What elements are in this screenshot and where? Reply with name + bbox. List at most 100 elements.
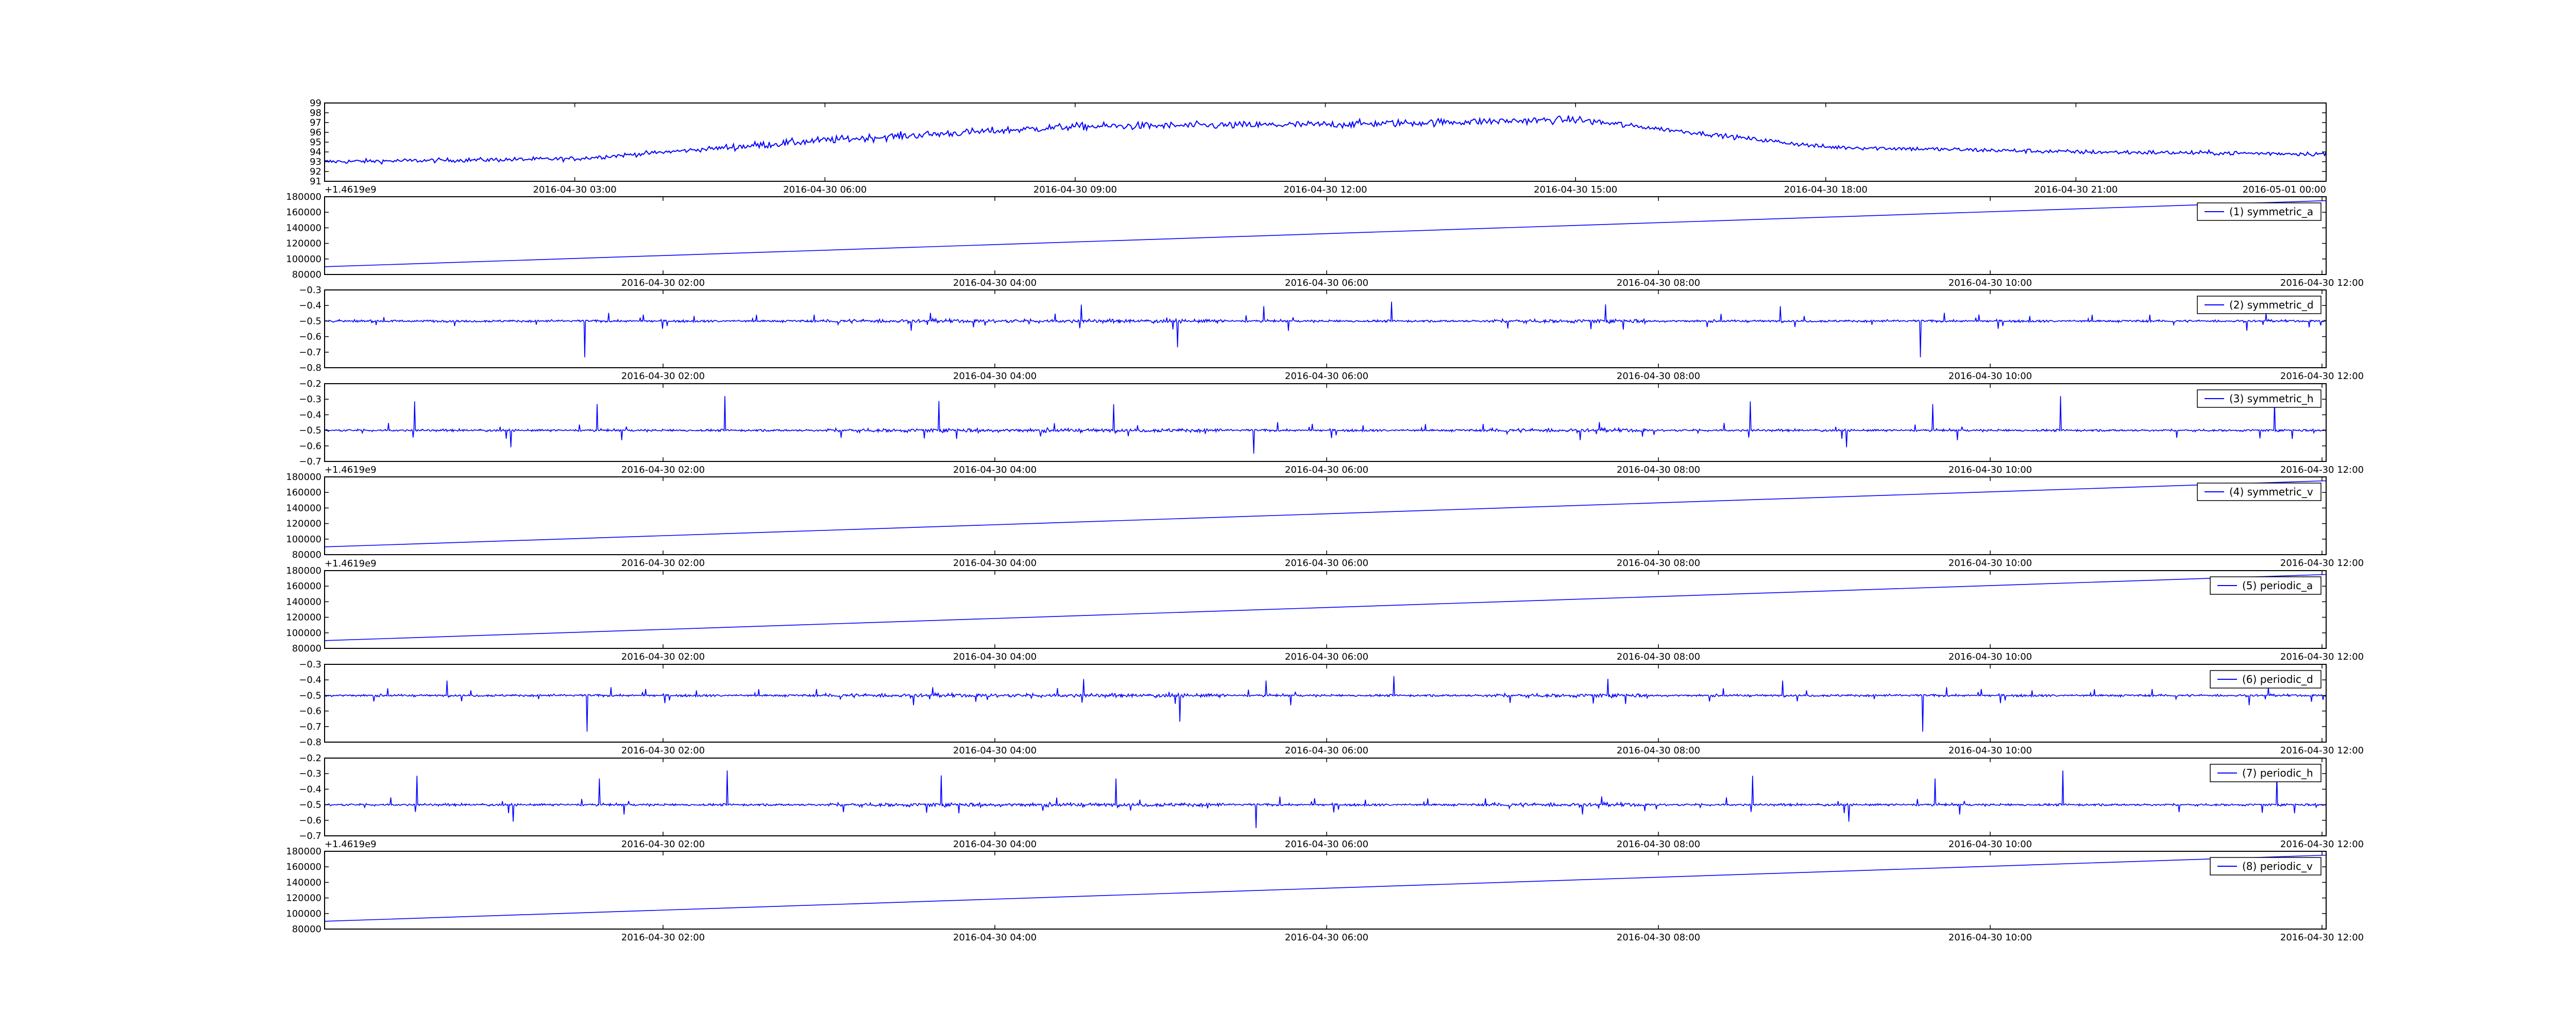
y-tick-label: 180000 xyxy=(286,192,321,202)
x-tick-label: 2016-04-30 12:00 xyxy=(2280,465,2364,475)
x-tick-label: 2016-04-30 06:00 xyxy=(1285,278,1368,288)
x-tick-label: 2016-04-30 12:00 xyxy=(2280,651,2364,662)
x-tick-label: 2016-04-30 09:00 xyxy=(1033,184,1117,195)
y-tick-label: −0.6 xyxy=(299,815,321,826)
series-line-4 xyxy=(324,396,2327,454)
y-tick-label: 120000 xyxy=(286,612,321,623)
x-tick-label: 2016-04-30 06:00 xyxy=(1285,558,1368,569)
x-tick-label: 2016-04-30 02:00 xyxy=(621,371,705,382)
series-line-1 xyxy=(324,115,2327,165)
y-tick-label: 91 xyxy=(310,176,321,187)
y-tick-label: 100000 xyxy=(286,628,321,639)
y-tick-label: 160000 xyxy=(286,207,321,218)
y-tick-label: −0.4 xyxy=(299,300,321,311)
y-tick-label: 120000 xyxy=(286,519,321,529)
y-tick-label: −0.3 xyxy=(299,394,321,405)
axes-frame xyxy=(324,289,2327,368)
x-tick-label: 2016-04-30 06:00 xyxy=(1285,371,1368,382)
x-tick-label: 2016-04-30 02:00 xyxy=(621,932,705,943)
offset-label: +1.4619e9 xyxy=(325,558,377,569)
series-line-3 xyxy=(324,301,2327,357)
x-tick-label: 2016-04-30 04:00 xyxy=(953,465,1037,475)
y-tick-label: −0.8 xyxy=(299,363,321,373)
offset-label: +1.4619e9 xyxy=(325,465,377,475)
y-tick-label: −0.7 xyxy=(299,722,321,732)
x-tick-label: 2016-04-30 06:00 xyxy=(1285,745,1368,756)
x-tick-label: 2016-04-30 06:00 xyxy=(1285,465,1368,475)
y-tick-label: 95 xyxy=(310,137,321,148)
x-tick-label: 2016-04-30 04:00 xyxy=(953,558,1037,569)
y-tick-label: −0.5 xyxy=(299,800,321,811)
offset-label: +1.4619e9 xyxy=(325,184,377,195)
legend-label: (6) periodic_d xyxy=(2242,673,2313,685)
x-tick-label: 2016-05-01 00:00 xyxy=(2243,184,2326,195)
x-tick-label: 2016-04-30 15:00 xyxy=(1534,184,1617,195)
series-line-8 xyxy=(324,770,2327,828)
y-tick-label: 93 xyxy=(310,157,321,167)
x-tick-label: 2016-04-30 02:00 xyxy=(621,278,705,288)
x-tick-label: 2016-04-30 02:00 xyxy=(621,558,705,569)
x-tick-label: 2016-04-30 08:00 xyxy=(1617,465,1700,475)
series-line-6 xyxy=(324,574,2327,641)
x-tick-label: 2016-04-30 08:00 xyxy=(1617,278,1700,288)
y-tick-label: −0.7 xyxy=(299,831,321,842)
x-tick-label: 2016-04-30 10:00 xyxy=(1948,465,2032,475)
x-tick-label: 2016-04-30 04:00 xyxy=(953,371,1037,382)
x-tick-label: 2016-04-30 12:00 xyxy=(1283,184,1367,195)
x-tick-label: 2016-04-30 04:00 xyxy=(953,278,1037,288)
y-tick-label: 92 xyxy=(310,166,321,177)
x-tick-label: 2016-04-30 06:00 xyxy=(1285,651,1368,662)
y-tick-label: −0.3 xyxy=(299,768,321,779)
axes-frame xyxy=(324,758,2327,836)
y-tick-label: 80000 xyxy=(292,550,321,560)
series-line-2 xyxy=(324,200,2327,267)
y-tick-label: −0.8 xyxy=(299,737,321,748)
x-tick-label: 2016-04-30 18:00 xyxy=(1784,184,1868,195)
y-tick-label: 98 xyxy=(310,108,321,118)
y-tick-label: 120000 xyxy=(286,238,321,249)
x-tick-label: 2016-04-30 10:00 xyxy=(1948,651,2032,662)
y-tick-label: 180000 xyxy=(286,472,321,483)
y-tick-label: 120000 xyxy=(286,893,321,904)
y-tick-label: −0.2 xyxy=(299,753,321,764)
legend-label: (2) symmetric_d xyxy=(2229,299,2314,311)
x-tick-label: 2016-04-30 10:00 xyxy=(1948,371,2032,382)
panel-8: −0.7 −0.6 −0.5 −0.4 −0.3 −0.2 2016-04-30 02:00… xyxy=(299,753,2364,850)
x-tick-label: 2016-04-30 12:00 xyxy=(2280,839,2364,850)
axes-frame xyxy=(324,851,2327,930)
offset-label: +1.4619e9 xyxy=(325,839,377,850)
x-tick-label: 2016-04-30 10:00 xyxy=(1948,932,2032,943)
panel-4: −0.7 −0.6 −0.5 −0.4 −0.3 −0.2 2016-04-30 02:00… xyxy=(299,379,2364,475)
x-tick-label: 2016-04-30 12:00 xyxy=(2280,558,2364,569)
x-tick-label: 2016-04-30 02:00 xyxy=(621,651,705,662)
x-tick-label: 2016-04-30 10:00 xyxy=(1948,558,2032,569)
y-tick-label: −0.4 xyxy=(299,784,321,795)
x-tick-label: 2016-04-30 06:00 xyxy=(783,184,867,195)
panel-6: 80000 100000 120000 140000 160000 180000 2016-… xyxy=(286,558,2364,662)
legend-box xyxy=(2210,764,2321,782)
y-tick-label: −0.6 xyxy=(299,706,321,717)
y-tick-label: −0.5 xyxy=(299,690,321,701)
x-tick-label: 2016-04-30 08:00 xyxy=(1617,558,1700,569)
y-tick-label: −0.7 xyxy=(299,456,321,467)
panel-7: −0.8 −0.7 −0.6 −0.5 −0.4 −0.3 2016-04-30 02:00… xyxy=(299,659,2364,756)
y-tick-label: 80000 xyxy=(292,924,321,935)
y-tick-label: 140000 xyxy=(286,596,321,607)
y-tick-label: −0.7 xyxy=(299,347,321,358)
x-tick-label: 2016-04-30 04:00 xyxy=(953,932,1037,943)
x-tick-label: 2016-04-30 08:00 xyxy=(1617,371,1700,382)
x-tick-label: 2016-04-30 02:00 xyxy=(621,745,705,756)
y-tick-label: 160000 xyxy=(286,487,321,498)
y-tick-label: −0.4 xyxy=(299,675,321,685)
legend-label: (1) symmetric_a xyxy=(2229,205,2313,218)
y-tick-label: −0.6 xyxy=(299,441,321,452)
axes-frame xyxy=(324,476,2327,555)
y-tick-label: 160000 xyxy=(286,862,321,872)
x-tick-label: 2016-04-30 04:00 xyxy=(953,651,1037,662)
x-tick-label: 2016-04-30 02:00 xyxy=(621,839,705,850)
axes-frame xyxy=(324,383,2327,462)
legend-label: (3) symmetric_h xyxy=(2229,392,2314,405)
x-tick-label: 2016-04-30 12:00 xyxy=(2280,932,2364,943)
